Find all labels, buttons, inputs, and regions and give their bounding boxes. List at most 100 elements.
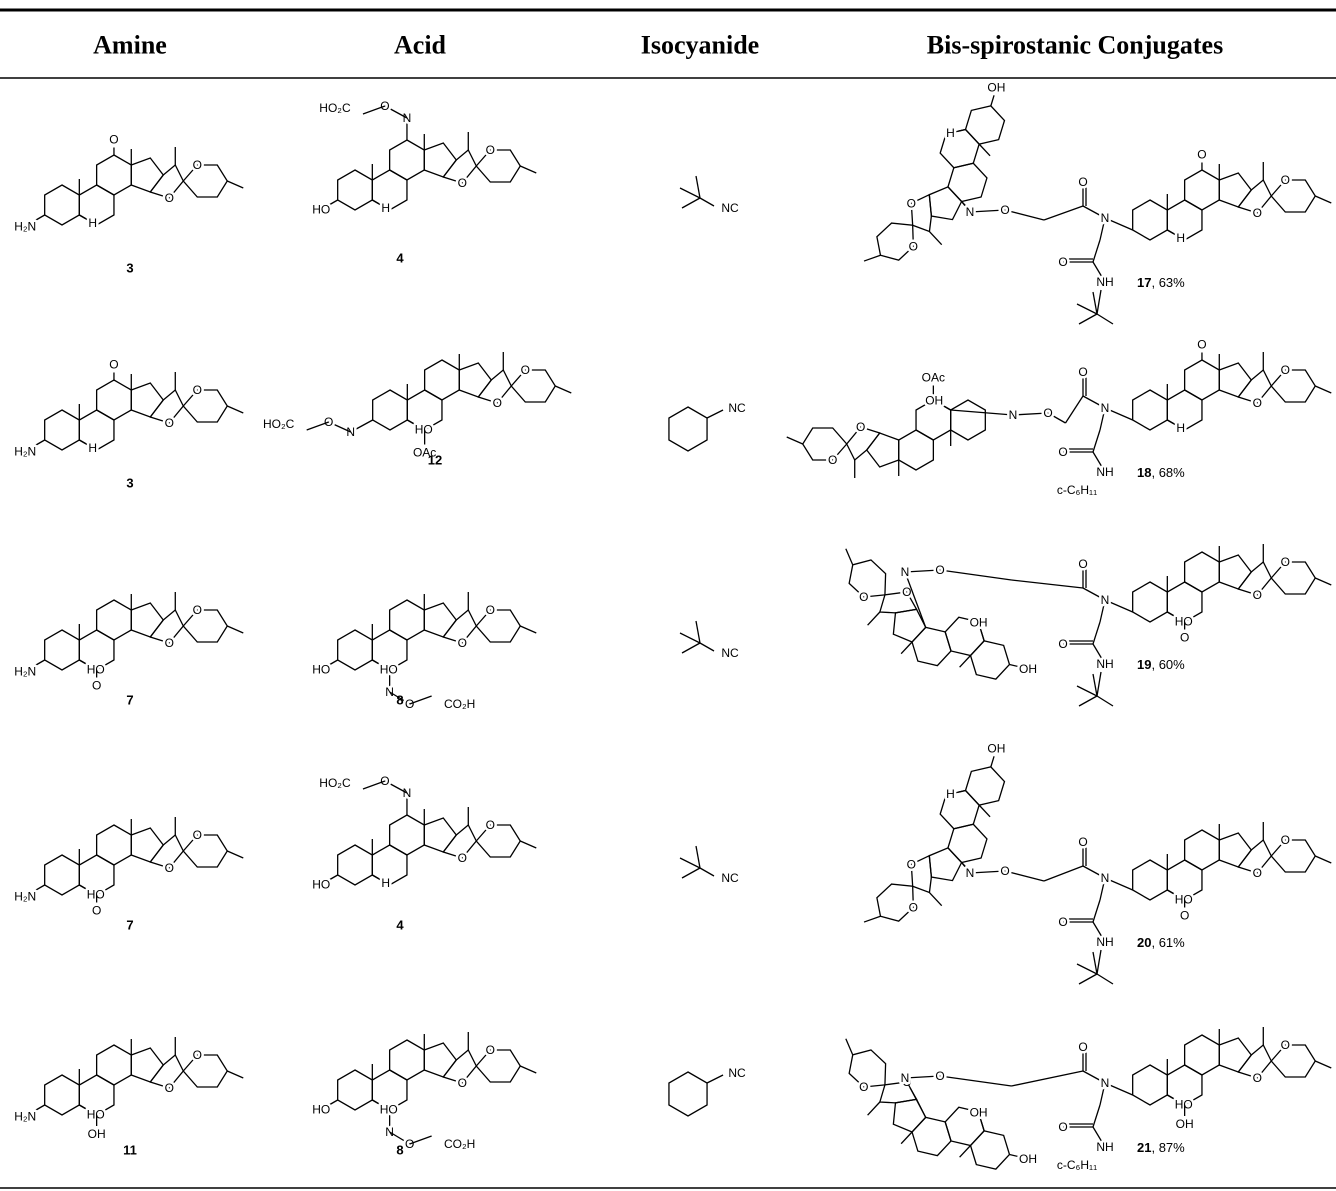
atom-label: HO	[87, 888, 105, 902]
column-header: Amine	[93, 31, 167, 60]
atom-label: O	[92, 904, 101, 918]
ring	[476, 1050, 520, 1082]
yield-label: 19, 60%	[1137, 657, 1185, 672]
ring	[131, 603, 163, 637]
atom-label: O	[1058, 637, 1067, 651]
atom-label: HO	[312, 878, 330, 892]
bond	[1079, 314, 1097, 324]
bond	[868, 612, 880, 625]
atom-label: H	[88, 216, 97, 230]
bond	[991, 756, 994, 767]
atom-label: OH	[88, 1127, 106, 1141]
compound-number: 7	[126, 918, 133, 933]
bond	[696, 621, 700, 643]
atom-label: O	[521, 363, 530, 377]
ring	[511, 370, 555, 402]
bond	[700, 643, 714, 651]
compound-number: 3	[126, 476, 133, 491]
bond	[700, 868, 714, 876]
atom-label: O	[1058, 445, 1067, 459]
atom-label: H	[1176, 231, 1185, 245]
ring	[97, 380, 132, 420]
bond	[372, 875, 378, 879]
bond	[1315, 856, 1331, 863]
bond	[696, 176, 700, 198]
ring	[183, 610, 227, 642]
atom-label: O	[165, 636, 174, 650]
atom-label: N	[966, 866, 975, 880]
compound-number: 17	[1137, 275, 1151, 290]
atom-label: N	[1101, 401, 1110, 415]
ring	[338, 1070, 373, 1110]
atom-label: O	[486, 603, 495, 617]
bond	[227, 406, 243, 413]
atom-label: OH	[1176, 1117, 1194, 1131]
ring	[948, 163, 987, 201]
atom-label: O	[1253, 206, 1262, 220]
atom-label: OH	[987, 81, 1005, 95]
atom-label: HO	[415, 423, 433, 437]
ring	[131, 383, 163, 417]
compound-number: 4	[396, 918, 404, 933]
atom-label: O	[493, 396, 502, 410]
atom-label: HO	[380, 1103, 398, 1117]
ring	[669, 1072, 707, 1116]
ring	[1133, 1065, 1168, 1105]
bond	[1005, 210, 1044, 220]
scheme-table: Amine Acid Isocyanide Bis-spirostanic Co…	[0, 0, 1336, 1191]
bond	[1097, 290, 1101, 314]
ring	[183, 835, 227, 867]
atom-label: O	[1253, 396, 1262, 410]
ring	[476, 150, 520, 182]
column-header: Bis-spirostanic Conjugates	[927, 31, 1223, 60]
atom-label: O	[193, 603, 202, 617]
ring	[948, 824, 987, 862]
atom-label: HO	[1175, 893, 1193, 907]
ring	[476, 825, 520, 857]
atom-label: O	[1058, 1120, 1067, 1134]
bond	[940, 1076, 1012, 1086]
atom-label: HO	[87, 663, 105, 677]
atom-label: N	[1009, 408, 1018, 422]
bond	[1079, 974, 1097, 984]
atom-label: O	[1281, 363, 1290, 377]
atom-label: OH	[987, 742, 1005, 756]
bond	[680, 858, 700, 868]
bond	[1093, 674, 1097, 696]
compound-number: 4	[396, 251, 404, 266]
atom-label: O	[1180, 909, 1189, 923]
atom-label: O	[1180, 631, 1189, 645]
atom-label: H₂N	[14, 664, 36, 678]
atom-label: H	[381, 876, 390, 890]
atom-label: OH	[1019, 1152, 1037, 1166]
atom-label: O	[935, 563, 944, 577]
atom-label: H₂N	[14, 444, 36, 458]
atom-label: O	[907, 196, 916, 210]
bond	[520, 626, 536, 633]
bond	[1012, 580, 1084, 588]
ring	[1185, 552, 1220, 592]
atom-label: HO	[312, 663, 330, 677]
atom-label: O	[193, 1048, 202, 1062]
ring	[390, 140, 425, 180]
atom-label: NH	[1096, 935, 1113, 949]
atom-label: NC	[721, 201, 739, 215]
bond	[958, 790, 965, 792]
bond	[1077, 304, 1097, 314]
compound-number: 8	[396, 693, 403, 708]
bond	[1066, 396, 1084, 423]
ring	[45, 630, 80, 670]
ring	[669, 407, 707, 451]
bond	[1093, 900, 1100, 922]
ring	[1185, 830, 1220, 870]
ring	[97, 825, 132, 865]
yield: , 61%	[1151, 935, 1185, 950]
ring	[929, 187, 961, 220]
ring	[951, 400, 986, 440]
yield: , 87%	[1151, 1140, 1185, 1155]
atom-label: H	[946, 787, 955, 801]
bond	[682, 198, 700, 208]
ring	[1185, 1035, 1220, 1075]
ring	[971, 641, 1010, 679]
atom-label: O	[165, 191, 174, 205]
